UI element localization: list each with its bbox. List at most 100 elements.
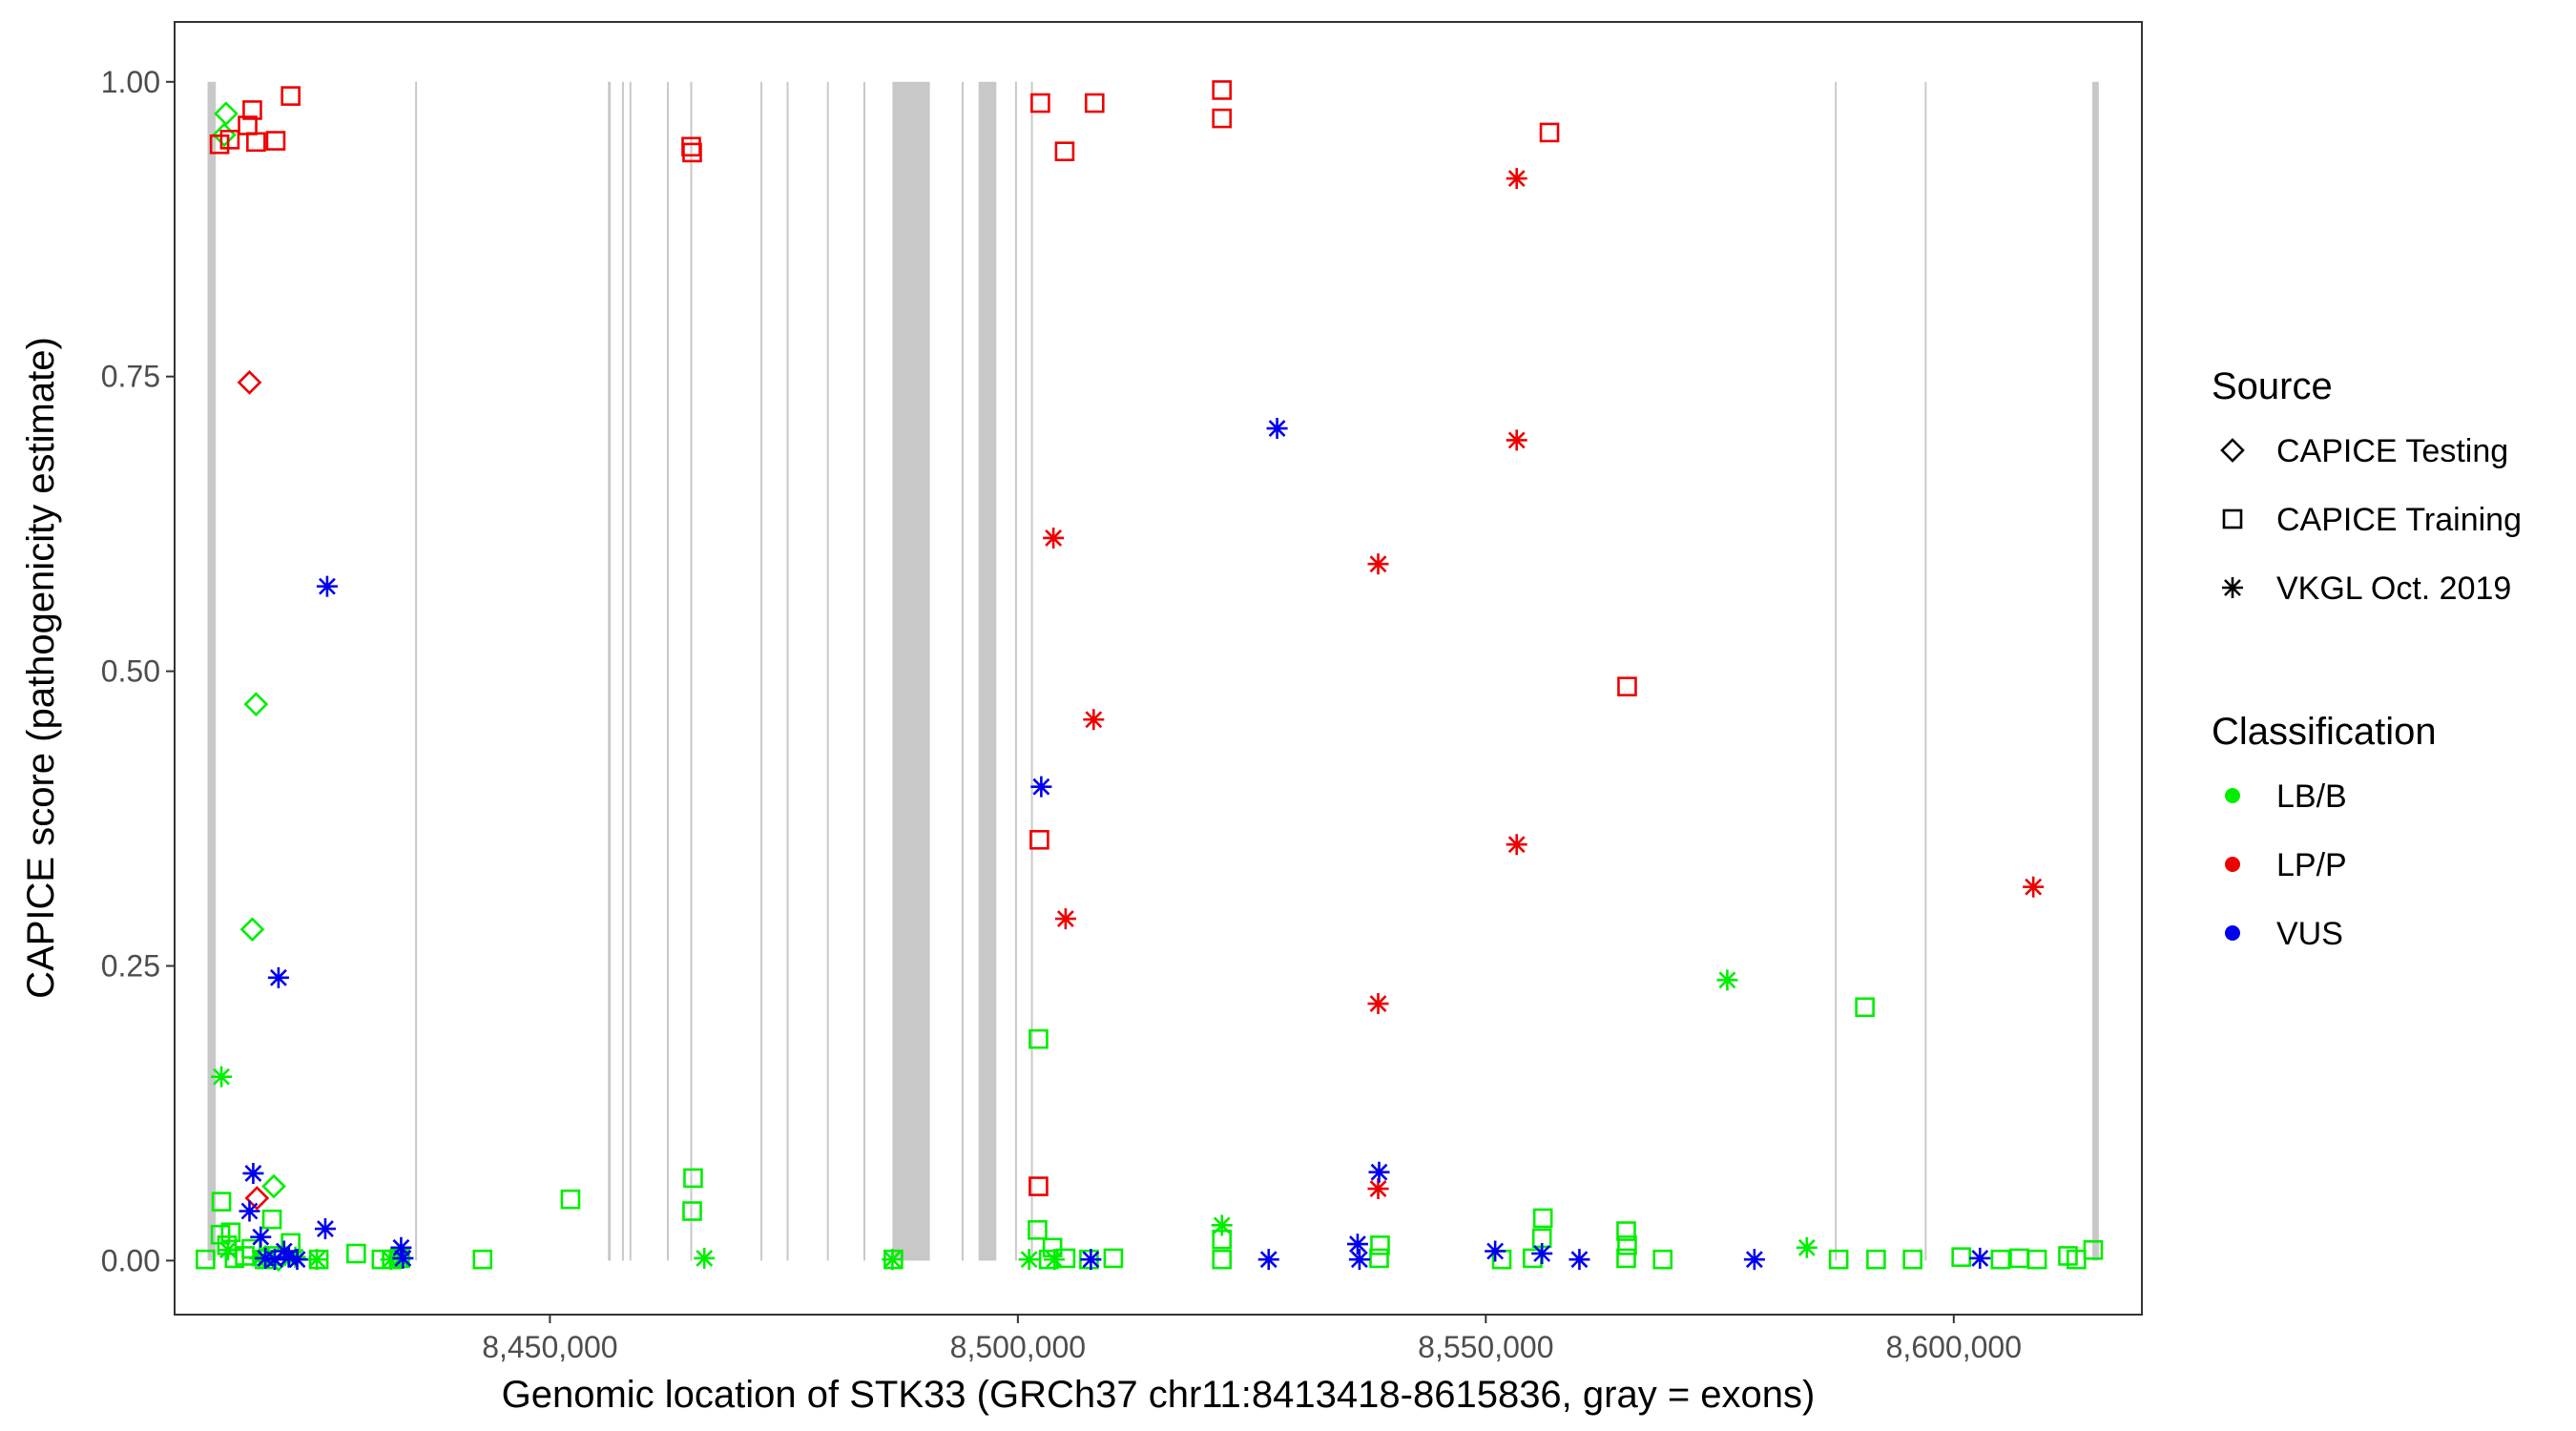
data-point-asterisk [2023, 876, 2045, 898]
y-tick-label: 1.00 [101, 65, 160, 99]
data-point-square [242, 100, 262, 120]
data-point-asterisk [1506, 834, 1527, 856]
legend-source-items: CAPICE Testing CAPICE Training VKGL Oct. 2… [2220, 433, 2522, 607]
legend-source-label: VKGL Oct. 2019 [2276, 570, 2511, 607]
data-point-asterisk [278, 1246, 300, 1268]
legend-source-label: CAPICE Training [2276, 502, 2522, 538]
data-point-asterisk [1568, 1249, 1590, 1271]
legend-key-diamond [2220, 438, 2245, 463]
data-point-asterisk [286, 1249, 308, 1271]
legend-classification-title: Classification [2212, 711, 2437, 753]
legend-class-label: LB/B [2276, 778, 2347, 815]
data-point-asterisk [1018, 1249, 1040, 1271]
y-tick-label: 0.00 [101, 1243, 160, 1277]
data-point-square [682, 1201, 702, 1221]
data-point-square [1855, 997, 1875, 1018]
data-point-square [1617, 1235, 1637, 1255]
data-point-asterisk [1485, 1240, 1506, 1262]
data-point-asterisk [1796, 1236, 1818, 1258]
legend-key-square [2222, 508, 2243, 529]
data-point-square [196, 1249, 216, 1270]
data-point-square [211, 1192, 232, 1212]
data-point-asterisk [1211, 1214, 1233, 1236]
data-point-square [209, 134, 230, 155]
data-point-asterisk [217, 1239, 239, 1261]
exon-band [629, 81, 632, 1261]
data-point-asterisk [239, 1200, 260, 1222]
legend-key-asterisk [2222, 577, 2243, 598]
data-point-square [2026, 1249, 2047, 1270]
data-point-asterisk [882, 1249, 904, 1271]
exon-band [1014, 81, 1017, 1261]
data-point-asterisk [267, 966, 289, 988]
data-point-square [261, 1209, 282, 1230]
data-point-asterisk [1054, 908, 1076, 930]
exon-band [1030, 81, 1033, 1261]
data-point-square [1212, 108, 1233, 129]
x-tick-label: 8,500,000 [950, 1330, 1086, 1364]
data-point-square [1616, 1248, 1636, 1269]
data-point-asterisk [1367, 1178, 1389, 1200]
data-point-square [1054, 141, 1075, 161]
exon-band [760, 81, 763, 1261]
data-point-asterisk [1030, 776, 1052, 798]
data-point-square [1539, 122, 1560, 143]
data-point-square [1212, 80, 1233, 100]
exon-band [1835, 81, 1838, 1261]
exon-band [608, 81, 612, 1261]
data-point-asterisk [316, 575, 338, 597]
data-point-square [220, 1222, 241, 1243]
legend-source-label: CAPICE Testing [2276, 433, 2508, 469]
data-point-square [346, 1243, 366, 1264]
axes: 0.00 0.25 0.50 0.75 1.00 8,450,000 8,500,000 8,… [101, 65, 2022, 1364]
data-point-square [683, 1168, 703, 1189]
data-point-square [1029, 829, 1049, 850]
data-point-diamond [239, 917, 265, 943]
data-point-asterisk [1266, 418, 1288, 440]
data-point-asterisk [1044, 1249, 1066, 1271]
data-point-square [1990, 1249, 2011, 1270]
data-point-square [1652, 1249, 1673, 1270]
data-point-square [1212, 1249, 1233, 1270]
exon-band [863, 81, 865, 1261]
data-point-square [1617, 676, 1637, 696]
exon-band [892, 81, 930, 1261]
data-point-square [1369, 1248, 1389, 1269]
x-tick-label: 8,450,000 [482, 1330, 617, 1364]
data-point-asterisk [1743, 1249, 1765, 1271]
legend-source-title: Source [2212, 365, 2333, 407]
data-point-asterisk [1348, 1249, 1370, 1271]
exon-band [2091, 81, 2099, 1261]
data-point-asterisk [694, 1247, 716, 1269]
data-point-asterisk [392, 1247, 414, 1269]
exon-band [690, 81, 693, 1261]
y-tick-label: 0.50 [101, 654, 160, 689]
plot-panel-border [174, 21, 2143, 1316]
data-point-asterisk [1257, 1249, 1279, 1271]
data-point-square [1902, 1249, 1922, 1270]
data-point-asterisk [306, 1249, 328, 1271]
data-point-asterisk [1716, 969, 1738, 991]
data-point-square [1030, 93, 1050, 114]
data-point-asterisk [211, 1066, 233, 1088]
data-point-asterisk [1367, 553, 1389, 575]
data-point-square [1028, 1219, 1048, 1240]
data-point-square [1370, 1235, 1390, 1255]
x-tick-label: 8,600,000 [1886, 1330, 2022, 1364]
legend-class-label: VUS [2276, 916, 2343, 952]
data-points [196, 80, 2104, 1273]
legend-class-label: LP/P [2276, 847, 2347, 883]
data-point-diamond [237, 370, 262, 395]
y-tick-label: 0.75 [101, 360, 160, 394]
data-point-square [682, 142, 702, 163]
data-point-square [280, 86, 301, 106]
data-point-square [219, 130, 240, 150]
data-point-diamond [261, 1173, 286, 1199]
data-point-asterisk [250, 1226, 272, 1248]
data-point-asterisk [263, 1249, 285, 1271]
data-point-asterisk [1043, 527, 1065, 549]
data-point-square [1866, 1249, 1886, 1270]
legend-classification-items: LB/B LP/P VUS [2225, 778, 2347, 952]
data-point-square [1532, 1208, 1553, 1229]
exon-band [621, 81, 624, 1261]
